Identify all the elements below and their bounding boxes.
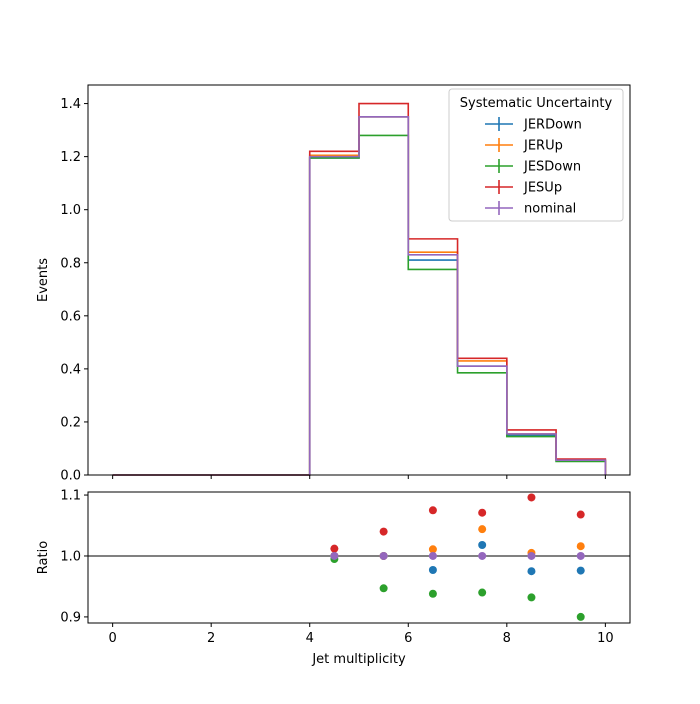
ratio-point-JERDown: [478, 541, 487, 550]
main-ytick-label: 1.0: [60, 203, 81, 218]
ratio-point-JERDown: [576, 566, 585, 575]
legend-label-nominal: nominal: [524, 202, 576, 217]
ratio-ytick-label: 1.1: [60, 489, 81, 504]
ratio-point-JERDown: [428, 565, 437, 574]
xtick-label: 6: [404, 631, 412, 646]
ratio-ytick-label: 1.0: [60, 549, 81, 564]
ratio-point-nominal: [527, 551, 536, 560]
xtick-label: 8: [503, 631, 511, 646]
main-ytick-label: 1.4: [60, 97, 81, 112]
main-ylabel: Events: [36, 258, 51, 302]
xtick-label: 2: [207, 631, 215, 646]
legend-label-JESDown: JESDown: [523, 160, 581, 175]
main-ytick-label: 1.2: [60, 150, 81, 165]
ratio-point-JESUp: [379, 527, 388, 536]
ratio-point-JERUp: [428, 545, 437, 554]
main-panel: 0.0 0.2 0.4 0.6 0.8 1.0 1.2 1.4 Events: [36, 84, 631, 484]
legend-label-JERUp: JERUp: [523, 139, 563, 154]
ratio-axes-frame: [87, 491, 631, 624]
ratio-point-JERUp: [478, 525, 487, 534]
legend: Systematic Uncertainty JERDown JERUp JESDow…: [448, 88, 624, 222]
xtick-label: 10: [597, 631, 614, 646]
xtick-label: 0: [108, 631, 116, 646]
xtick-label: 4: [306, 631, 314, 646]
legend-box: [448, 88, 624, 222]
xlabel: Jet multiplicity: [311, 652, 406, 667]
legend-label-JESUp: JESUp: [523, 181, 562, 196]
ratio-point-JESDown: [478, 588, 487, 597]
ratio-point-nominal: [478, 551, 487, 560]
legend-title: Systematic Uncertainty: [460, 96, 613, 111]
ratio-point-nominal: [379, 551, 388, 560]
main-ytick-label: 0.6: [60, 309, 81, 324]
ratio-point-nominal: [576, 551, 585, 560]
legend-label-JERDown: JERDown: [523, 118, 582, 133]
ratio-point-JESDown: [379, 584, 388, 593]
ratio-ylabel: Ratio: [36, 541, 51, 574]
main-ytick-label: 0.2: [60, 415, 81, 430]
ratio-point-JERUp: [576, 542, 585, 551]
main-axes-frame: [87, 84, 631, 476]
main-ytick-label: 0.4: [60, 362, 81, 377]
ratio-point-nominal: [330, 551, 339, 560]
ratio-point-JESDown: [428, 589, 437, 598]
main-ytick-label: 0.8: [60, 256, 81, 271]
ratio-panel: 0.9 1.0 1.1 0 2 4 6 8 10 Ratio Jet multiplicity: [36, 489, 631, 667]
ratio-point-JESUp: [428, 506, 437, 515]
main-ytick-label: 0.0: [60, 469, 81, 484]
ratio-point-nominal: [428, 551, 437, 560]
ratio-point-JESUp: [478, 508, 487, 517]
ratio-point-JERDown: [527, 567, 536, 576]
ratio-point-JESUp: [527, 493, 536, 502]
ratio-point-JESDown: [576, 612, 585, 621]
ratio-point-JESDown: [527, 593, 536, 602]
ratio-ytick-label: 0.9: [60, 610, 81, 625]
ratio-point-JESUp: [576, 510, 585, 519]
ratio-point-JESUp: [330, 544, 339, 553]
